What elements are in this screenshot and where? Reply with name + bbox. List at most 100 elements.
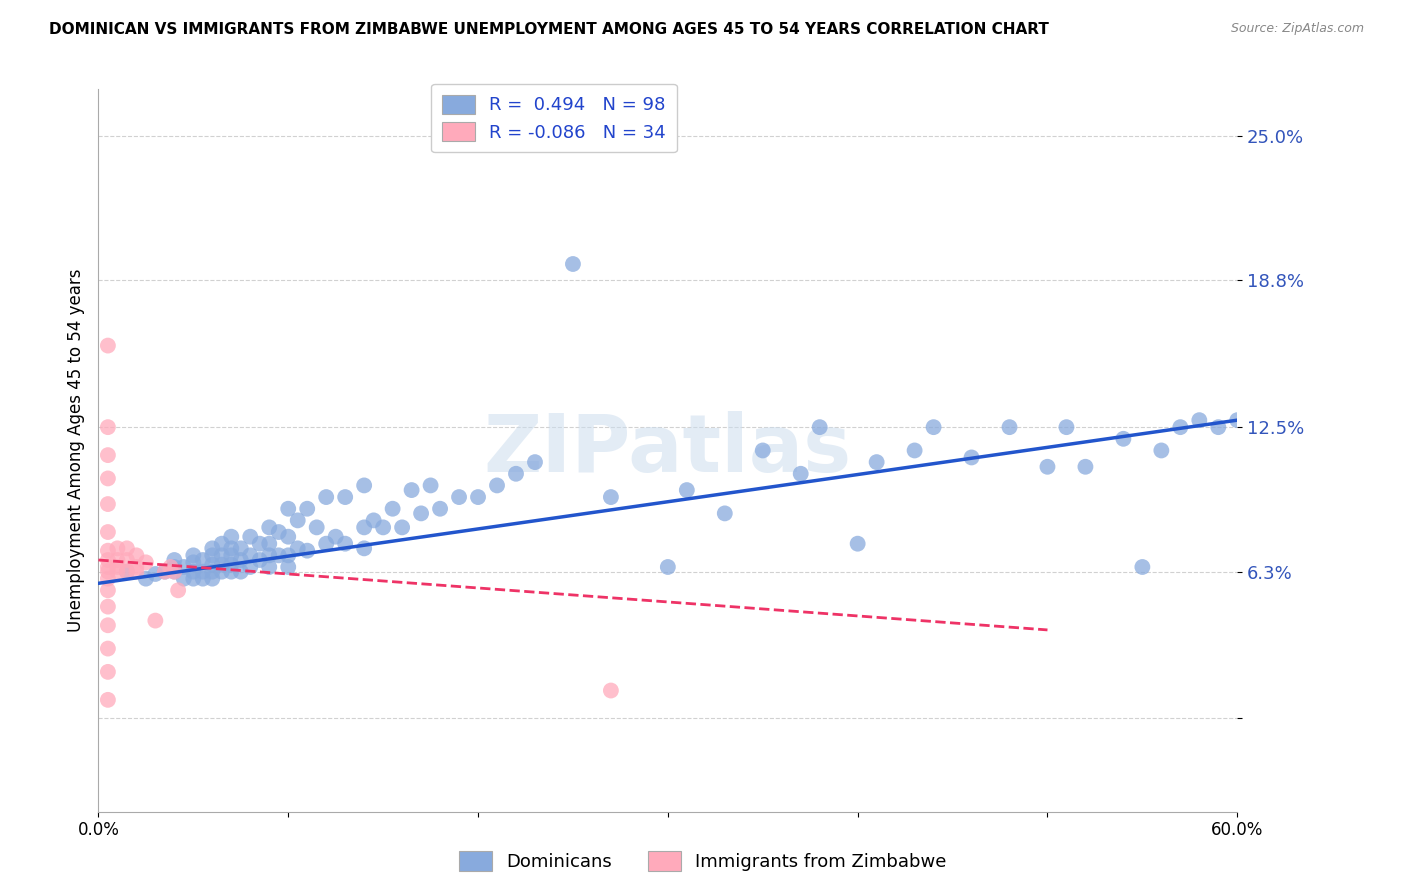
Point: [201, 572, 224, 586]
Point: [277, 530, 299, 544]
Point: [960, 450, 983, 465]
Point: [486, 478, 509, 492]
Point: [97, 641, 120, 656]
Point: [353, 520, 375, 534]
Point: [163, 560, 186, 574]
Point: [221, 558, 243, 572]
Point: [411, 507, 433, 521]
Point: [600, 490, 623, 504]
Point: [107, 565, 129, 579]
Point: [191, 553, 214, 567]
Point: [259, 537, 281, 551]
Point: [267, 549, 290, 563]
Point: [107, 560, 129, 574]
Point: [353, 478, 375, 492]
Point: [1226, 413, 1249, 427]
Point: [163, 565, 186, 579]
Point: [277, 501, 299, 516]
Point: [353, 541, 375, 556]
Point: [229, 541, 252, 556]
Legend: Dominicans, Immigrants from Zimbabwe: Dominicans, Immigrants from Zimbabwe: [453, 844, 953, 879]
Point: [97, 553, 120, 567]
Point: [97, 338, 120, 352]
Point: [239, 560, 262, 574]
Point: [524, 455, 547, 469]
Point: [97, 497, 120, 511]
Point: [325, 530, 347, 544]
Point: [183, 572, 205, 586]
Point: [297, 501, 319, 516]
Point: [267, 524, 290, 539]
Point: [221, 549, 243, 563]
Point: [97, 543, 120, 558]
Point: [419, 478, 441, 492]
Point: [315, 490, 337, 504]
Point: [221, 565, 243, 579]
Point: [714, 507, 737, 521]
Point: [1188, 413, 1211, 427]
Point: [1056, 420, 1078, 434]
Point: [1074, 459, 1097, 474]
Point: [505, 467, 527, 481]
Point: [1150, 443, 1173, 458]
Point: [287, 513, 309, 527]
Point: [201, 541, 224, 556]
Point: [1112, 432, 1135, 446]
Point: [211, 558, 233, 572]
Text: Source: ZipAtlas.com: Source: ZipAtlas.com: [1230, 22, 1364, 36]
Point: [401, 483, 423, 497]
Point: [239, 549, 262, 563]
Point: [97, 420, 120, 434]
Point: [183, 565, 205, 579]
Point: [449, 490, 471, 504]
Point: [211, 537, 233, 551]
Point: [249, 553, 271, 567]
Point: [163, 553, 186, 567]
Point: [904, 443, 927, 458]
Point: [277, 560, 299, 574]
Point: [97, 560, 120, 574]
Point: [97, 583, 120, 598]
Point: [201, 549, 224, 563]
Point: [1132, 560, 1154, 574]
Point: [107, 553, 129, 567]
Point: [305, 520, 328, 534]
Point: [97, 599, 120, 614]
Point: [297, 543, 319, 558]
Point: [1036, 459, 1059, 474]
Point: [135, 572, 157, 586]
Point: [467, 490, 489, 504]
Point: [676, 483, 699, 497]
Point: [125, 560, 148, 574]
Point: [335, 537, 357, 551]
Point: [287, 541, 309, 556]
Point: [145, 566, 167, 581]
Point: [201, 565, 224, 579]
Point: [97, 572, 120, 586]
Point: [97, 665, 120, 679]
Point: [211, 565, 233, 579]
Point: [97, 618, 120, 632]
Point: [167, 583, 190, 598]
Point: [183, 555, 205, 569]
Point: [363, 513, 385, 527]
Point: [259, 549, 281, 563]
Point: [259, 520, 281, 534]
Point: [159, 560, 181, 574]
Point: [1208, 420, 1230, 434]
Point: [846, 537, 869, 551]
Point: [657, 560, 679, 574]
Point: [183, 549, 205, 563]
Point: [163, 565, 186, 579]
Point: [201, 558, 224, 572]
Point: [107, 541, 129, 556]
Y-axis label: Unemployment Among Ages 45 to 54 years: Unemployment Among Ages 45 to 54 years: [66, 268, 84, 632]
Point: [97, 448, 120, 462]
Point: [249, 537, 271, 551]
Point: [259, 560, 281, 574]
Legend: R =  0.494   N = 98, R = -0.086   N = 34: R = 0.494 N = 98, R = -0.086 N = 34: [432, 84, 676, 153]
Point: [922, 420, 945, 434]
Point: [277, 549, 299, 563]
Point: [97, 565, 120, 579]
Point: [429, 501, 451, 516]
